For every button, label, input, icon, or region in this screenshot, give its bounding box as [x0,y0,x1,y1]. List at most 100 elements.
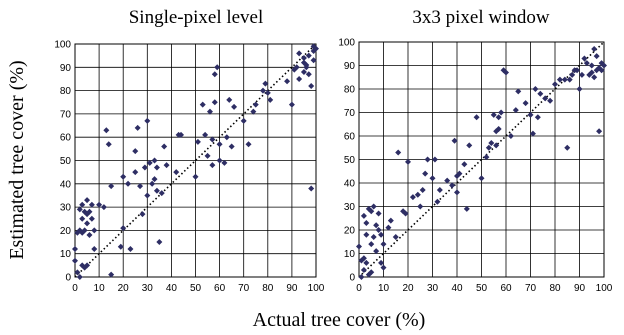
y-tick-label: 30 [344,202,356,213]
y-tick-label: 40 [344,179,356,190]
data-point [156,239,163,246]
data-point [566,76,573,83]
data-point [74,269,81,276]
data-point [527,111,534,118]
data-point [483,154,490,161]
data-point [144,192,151,199]
data-point [221,159,228,166]
data-point [100,204,107,211]
scatter-panel-3x3-window: 0 10 20 30 40 50 60 70 80 90 100 0 10 20 30 40 50 60 70 80 9… [338,38,612,295]
y-tick-label: 40 [60,179,72,190]
x-tick-label: 30 [427,283,439,294]
data-point [488,140,495,147]
x-tick-label: 80 [262,283,274,294]
data-point [226,96,233,103]
x-tick-label: 80 [549,283,561,294]
data-point [216,157,223,164]
data-point [149,180,156,187]
data-point [380,264,387,271]
panel-title-single-pixel: Single-pixel level [129,7,264,28]
data-point [240,117,247,124]
data-point [132,169,139,176]
data-point [139,211,146,218]
data-point [209,162,216,169]
data-point [588,69,595,76]
x-tick-label: 70 [238,283,250,294]
data-point [192,173,199,180]
data-point [132,148,139,155]
data-point [363,259,370,266]
data-point [542,95,549,102]
data-point [296,50,303,57]
y-tick-label: 90 [60,63,72,74]
data-point [556,76,563,83]
data-point [313,45,319,52]
data-point [402,210,409,217]
data-point [88,201,95,208]
data-point [363,219,370,226]
data-point [591,46,598,53]
x-tick-label: 50 [190,283,202,294]
x-tick-label: 60 [214,283,226,294]
x-tick-label: 60 [500,283,512,294]
data-point [373,248,380,255]
data-point [373,222,380,229]
y-tick-label: 80 [344,85,356,96]
data-point [378,259,385,266]
data-point [120,173,127,180]
data-point [449,182,456,189]
data-point [72,257,78,264]
data-point [125,180,132,187]
data-point [144,117,151,124]
data-point [151,176,158,183]
data-point [228,143,235,150]
data-point [360,255,367,262]
data-point [583,60,590,67]
data-point [153,187,160,194]
data-point [368,208,375,215]
x-tick-label: 10 [94,283,106,294]
data-point [308,82,315,89]
y-tick-label: 50 [344,155,356,166]
y-tick-label: 0 [349,273,355,284]
data-point [380,241,387,248]
y-tick-label: 10 [60,249,72,260]
data-point [211,99,218,106]
data-point [466,142,473,149]
data-point [84,220,91,227]
data-point [84,262,91,269]
data-point [532,86,539,92]
data-point [310,57,317,64]
x-tick-label: 10 [378,283,390,294]
data-point [108,271,115,278]
data-point [209,136,216,143]
x-tick-label: 20 [118,283,130,294]
data-point [363,231,370,238]
y-tick-label: 20 [344,226,356,237]
data-point [79,201,86,208]
x-tick-label: 100 [308,283,325,294]
data-point [370,234,377,241]
data-point [490,111,497,118]
data-point [422,170,429,177]
data-point [161,143,168,150]
data-point [564,144,571,151]
y-tick-label: 30 [60,203,72,214]
data-point [134,124,141,131]
data-point [76,206,83,213]
data-point [417,203,424,210]
data-point [72,246,78,253]
y-tick-label: 10 [344,249,356,260]
x-tick-label: 90 [286,283,298,294]
y-axis-label: Estimated tree cover (%) [6,60,28,259]
data-point [552,81,558,88]
data-point [434,198,441,205]
data-point [194,138,201,145]
data-point [151,157,158,164]
data-point [561,76,568,83]
data-point [305,71,312,78]
scatter-panel-single-pixel: 0 10 20 30 40 50 60 70 80 90 100 0 10 20 30 40 50 60 70 80 9… [54,40,324,295]
data-point [250,108,257,115]
data-point [216,141,223,148]
